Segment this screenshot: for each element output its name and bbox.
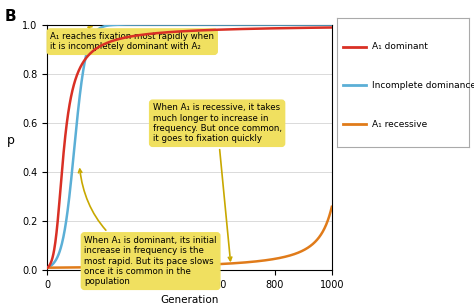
Y-axis label: p: p bbox=[7, 134, 15, 147]
X-axis label: Generation: Generation bbox=[160, 295, 219, 305]
Text: B: B bbox=[5, 9, 17, 24]
Text: A₁ recessive: A₁ recessive bbox=[373, 120, 428, 129]
Text: When A₁ is dominant, its initial
increase in frequency is the
most rapid. But it: When A₁ is dominant, its initial increas… bbox=[78, 169, 217, 286]
Text: When A₁ is recessive, it takes
much longer to increase in
frequency. But once co: When A₁ is recessive, it takes much long… bbox=[153, 103, 282, 261]
Text: Incomplete dominance: Incomplete dominance bbox=[373, 81, 474, 90]
Text: A₁ reaches fixation most rapidly when
it is incompletely dominant with A₂: A₁ reaches fixation most rapidly when it… bbox=[50, 27, 214, 51]
Text: A₁ dominant: A₁ dominant bbox=[373, 42, 428, 51]
Text: Fixation: Fixation bbox=[340, 23, 378, 33]
